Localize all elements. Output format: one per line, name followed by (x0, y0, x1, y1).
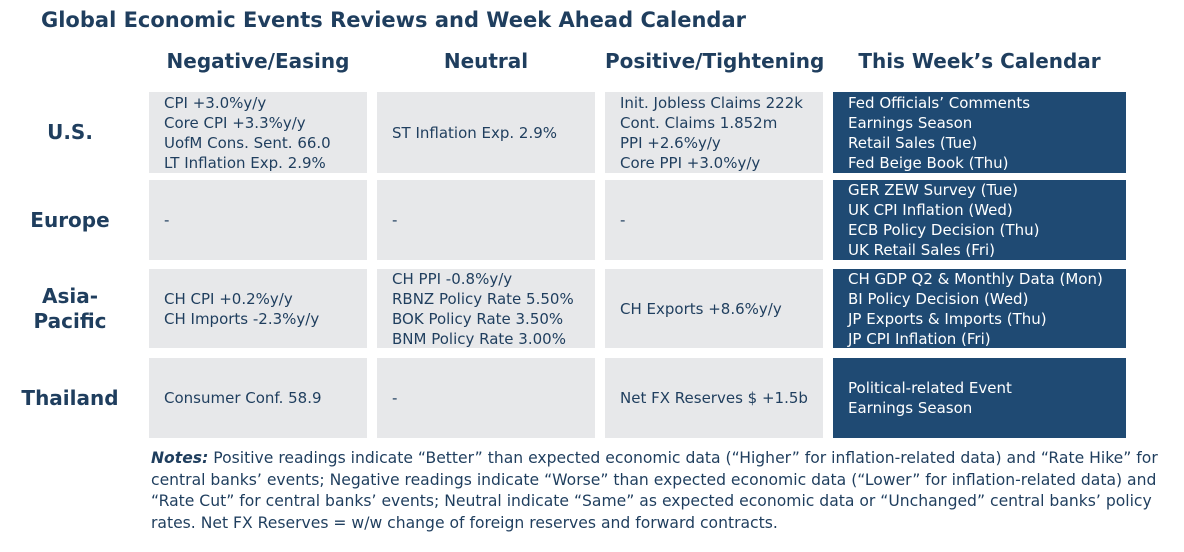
cell-line: CH Exports +8.6%y/y (620, 299, 782, 318)
column-header-calendar: This Week’s Calendar (858, 49, 1101, 73)
cell-line: Retail Sales (Tue) (848, 133, 978, 152)
notes-text: Positive readings indicate “Better” than… (151, 449, 1158, 532)
cell-line: BI Policy Decision (Wed) (848, 289, 1029, 308)
column-header-positive: Positive/Tightening (605, 49, 825, 73)
cell-thailand-negative: Consumer Conf. 58.9 (149, 358, 367, 438)
notes-label: Notes: (151, 449, 209, 467)
cell-line: - (392, 389, 398, 407)
cell-line: ST Inflation Exp. 2.9% (392, 123, 558, 142)
cell-line: CH GDP Q2 & Monthly Data (Mon) (848, 269, 1103, 288)
row-header-asia-pacific: Asia- Pacific (33, 283, 107, 333)
cell-line: Net FX Reserves $ +1.5b (620, 389, 808, 407)
cell-line: CPI +3.0%y/y (164, 93, 267, 112)
row-header-u-s: U.S. (47, 120, 93, 144)
cell-europe-negative: - (149, 180, 367, 260)
column-header-negative: Negative/Easing (166, 49, 350, 73)
cell-line: Earnings Season (848, 399, 973, 417)
row-header-thailand: Thailand (21, 385, 119, 410)
cell-thailand-neutral: - (377, 358, 595, 438)
cell-line: JP CPI Inflation (Fri) (848, 329, 991, 348)
cell-u-s-positive: Init. Jobless Claims 222k Cont. Claims 1.… (605, 92, 823, 173)
cell-line: Consumer Conf. 58.9 (164, 389, 322, 407)
cell-line: Political-related Event (848, 379, 1012, 397)
cell-line: Fed Officials’ Comments (848, 93, 1031, 112)
cell-line: CH PPI -0.8%y/y (392, 269, 513, 288)
page-title: Global Economic Events Reviews and Week … (41, 8, 746, 32)
cell-line: RBNZ Policy Rate 5.50% (392, 289, 574, 308)
cell-asia-pacific-positive: CH Exports +8.6%y/y (605, 269, 823, 348)
cell-asia-pacific-negative: CH CPI +0.2%y/y CH Imports -2.3%y/y (149, 269, 367, 348)
cell-line: - (620, 211, 626, 229)
cell-line: GER ZEW Survey (Tue) (848, 181, 1018, 199)
cell-thailand-positive: Net FX Reserves $ +1.5b (605, 358, 823, 438)
cell-line: ECB Policy Decision (Thu) (848, 221, 1040, 239)
cell-u-s-calendar: Fed Officials’ Comments Earnings Season Re… (833, 92, 1126, 173)
cell-line: Cont. Claims 1.852m (620, 113, 778, 132)
cell-line: - (164, 211, 170, 229)
cell-asia-pacific-neutral: CH PPI -0.8%y/y RBNZ Policy Rate 5.50% BOK… (377, 269, 595, 348)
cell-europe-calendar: GER ZEW Survey (Tue) UK CPI Inflation (We… (833, 180, 1126, 260)
cell-line: JP Exports & Imports (Thu) (848, 309, 1047, 328)
cell-line: UofM Cons. Sent. 66.0 (164, 133, 331, 152)
cell-line: Init. Jobless Claims 222k (620, 93, 803, 112)
cell-europe-positive: - (605, 180, 823, 260)
cell-line: UK Retail Sales (Fri) (848, 241, 996, 259)
cell-line: Fed Beige Book (Thu) (848, 153, 1009, 172)
cell-europe-neutral: - (377, 180, 595, 260)
cell-line: Core CPI +3.3%y/y (164, 113, 306, 132)
cell-line: Earnings Season (848, 113, 973, 132)
row-header-europe: Europe (30, 207, 110, 232)
cell-asia-pacific-calendar: CH GDP Q2 & Monthly Data (Mon) BI Policy … (833, 269, 1126, 348)
cell-line: - (392, 211, 398, 229)
notes: Notes: Positive readings indicate “Bette… (151, 448, 1176, 534)
cell-line: PPI +2.6%y/y (620, 133, 721, 152)
cell-line: BOK Policy Rate 3.50% (392, 309, 564, 328)
cell-line: CH CPI +0.2%y/y (164, 289, 293, 308)
cell-u-s-negative: CPI +3.0%y/y Core CPI +3.3%y/y UofM Cons. … (149, 92, 367, 173)
cell-line: LT Inflation Exp. 2.9% (164, 153, 326, 172)
cell-line: UK CPI Inflation (Wed) (848, 201, 1013, 219)
cell-u-s-neutral: ST Inflation Exp. 2.9% (377, 92, 595, 173)
cell-line: Core PPI +3.0%y/y (620, 153, 761, 172)
cell-thailand-calendar: Political-related Event Earnings Season (833, 358, 1126, 438)
cell-line: CH Imports -2.3%y/y (164, 309, 320, 328)
cell-line: BNM Policy Rate 3.00% (392, 329, 566, 348)
column-header-neutral: Neutral (443, 49, 529, 73)
